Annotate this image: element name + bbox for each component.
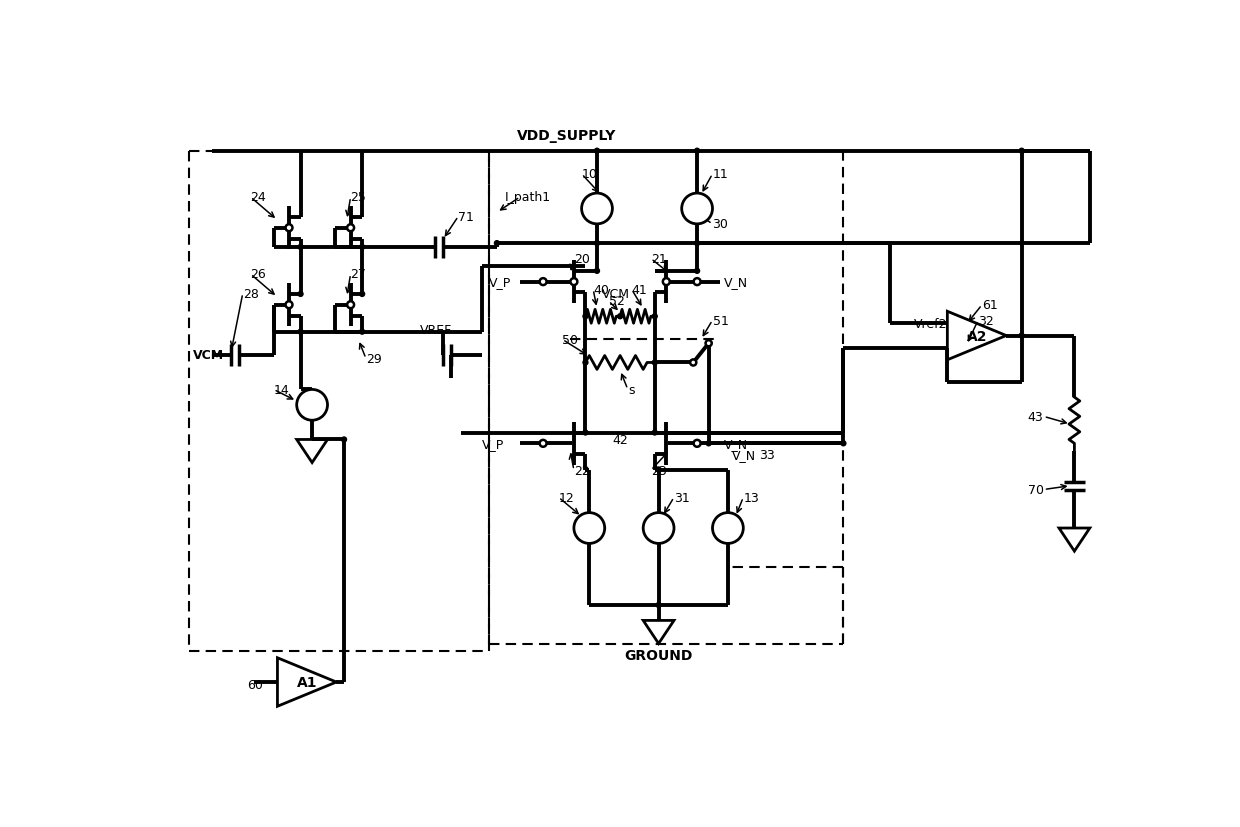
Text: I_path1: I_path1 <box>505 191 551 204</box>
Text: VREF: VREF <box>420 323 453 337</box>
Text: 11: 11 <box>713 168 728 181</box>
Text: 14: 14 <box>274 384 289 396</box>
Circle shape <box>539 279 547 286</box>
Text: VCM: VCM <box>192 349 224 362</box>
Text: A1: A1 <box>296 675 317 689</box>
Circle shape <box>539 440 547 447</box>
Circle shape <box>707 442 711 447</box>
Circle shape <box>1019 333 1024 338</box>
Circle shape <box>570 279 578 286</box>
Circle shape <box>298 330 303 335</box>
Circle shape <box>1019 149 1024 154</box>
Circle shape <box>285 225 293 232</box>
Circle shape <box>285 302 293 308</box>
Circle shape <box>574 513 605 544</box>
Text: 30: 30 <box>713 218 728 231</box>
Text: 13: 13 <box>743 491 759 504</box>
Text: Vref2: Vref2 <box>914 318 947 330</box>
Text: 26: 26 <box>250 268 267 281</box>
Text: 29: 29 <box>366 352 382 366</box>
Text: 42: 42 <box>613 433 627 447</box>
Circle shape <box>841 442 846 447</box>
Circle shape <box>594 269 599 274</box>
Text: 27: 27 <box>351 268 367 281</box>
Text: 60: 60 <box>247 678 263 691</box>
Text: 40: 40 <box>593 284 609 296</box>
Circle shape <box>347 302 355 308</box>
Circle shape <box>347 225 355 232</box>
Circle shape <box>652 314 657 319</box>
Circle shape <box>694 241 699 246</box>
Circle shape <box>694 269 699 274</box>
Text: 50: 50 <box>563 333 578 347</box>
Circle shape <box>713 513 743 544</box>
Circle shape <box>682 194 713 225</box>
Circle shape <box>582 194 613 225</box>
Circle shape <box>693 440 701 447</box>
Circle shape <box>663 279 670 286</box>
Circle shape <box>495 241 500 246</box>
Circle shape <box>360 330 365 335</box>
Text: VDD_SUPPLY: VDD_SUPPLY <box>517 129 616 143</box>
Text: 20: 20 <box>574 253 590 265</box>
Circle shape <box>706 341 712 347</box>
Text: VCM: VCM <box>603 287 630 300</box>
Circle shape <box>618 314 622 319</box>
Text: 33: 33 <box>759 449 775 461</box>
Circle shape <box>652 361 657 366</box>
Circle shape <box>594 149 599 154</box>
Text: V_N: V_N <box>724 275 748 289</box>
Text: V_P: V_P <box>490 275 511 289</box>
Circle shape <box>594 241 599 246</box>
Text: 24: 24 <box>250 191 267 204</box>
Text: 32: 32 <box>978 314 994 327</box>
Text: 61: 61 <box>982 299 998 312</box>
Text: A2: A2 <box>966 329 987 343</box>
Text: 28: 28 <box>243 287 259 300</box>
Circle shape <box>296 390 327 421</box>
Text: 25: 25 <box>351 191 367 204</box>
Circle shape <box>583 314 588 319</box>
Circle shape <box>694 149 699 154</box>
Text: V_N: V_N <box>724 437 748 450</box>
Text: 31: 31 <box>675 491 689 504</box>
Circle shape <box>693 279 701 286</box>
Circle shape <box>360 292 365 297</box>
Text: 41: 41 <box>631 284 647 296</box>
Text: 43: 43 <box>1028 410 1044 423</box>
Text: V_P: V_P <box>481 437 503 450</box>
Circle shape <box>656 467 661 472</box>
Circle shape <box>360 246 365 250</box>
Circle shape <box>652 431 657 436</box>
Text: GROUND: GROUND <box>625 648 693 662</box>
Circle shape <box>298 246 303 250</box>
Circle shape <box>298 292 303 297</box>
Circle shape <box>583 361 588 366</box>
Text: 12: 12 <box>558 491 574 504</box>
Text: s: s <box>627 384 635 396</box>
Text: V_N: V_N <box>732 449 756 461</box>
Circle shape <box>583 431 588 436</box>
Text: 70: 70 <box>1028 484 1044 496</box>
Text: 21: 21 <box>651 253 667 265</box>
Circle shape <box>341 437 346 442</box>
Text: 52: 52 <box>609 295 625 308</box>
Text: 71: 71 <box>459 210 474 223</box>
Circle shape <box>656 603 661 608</box>
Text: 10: 10 <box>582 168 598 181</box>
Circle shape <box>644 513 675 544</box>
Circle shape <box>691 360 697 366</box>
Text: 51: 51 <box>713 314 728 327</box>
Text: 23: 23 <box>651 464 667 477</box>
Text: 22: 22 <box>574 464 590 477</box>
